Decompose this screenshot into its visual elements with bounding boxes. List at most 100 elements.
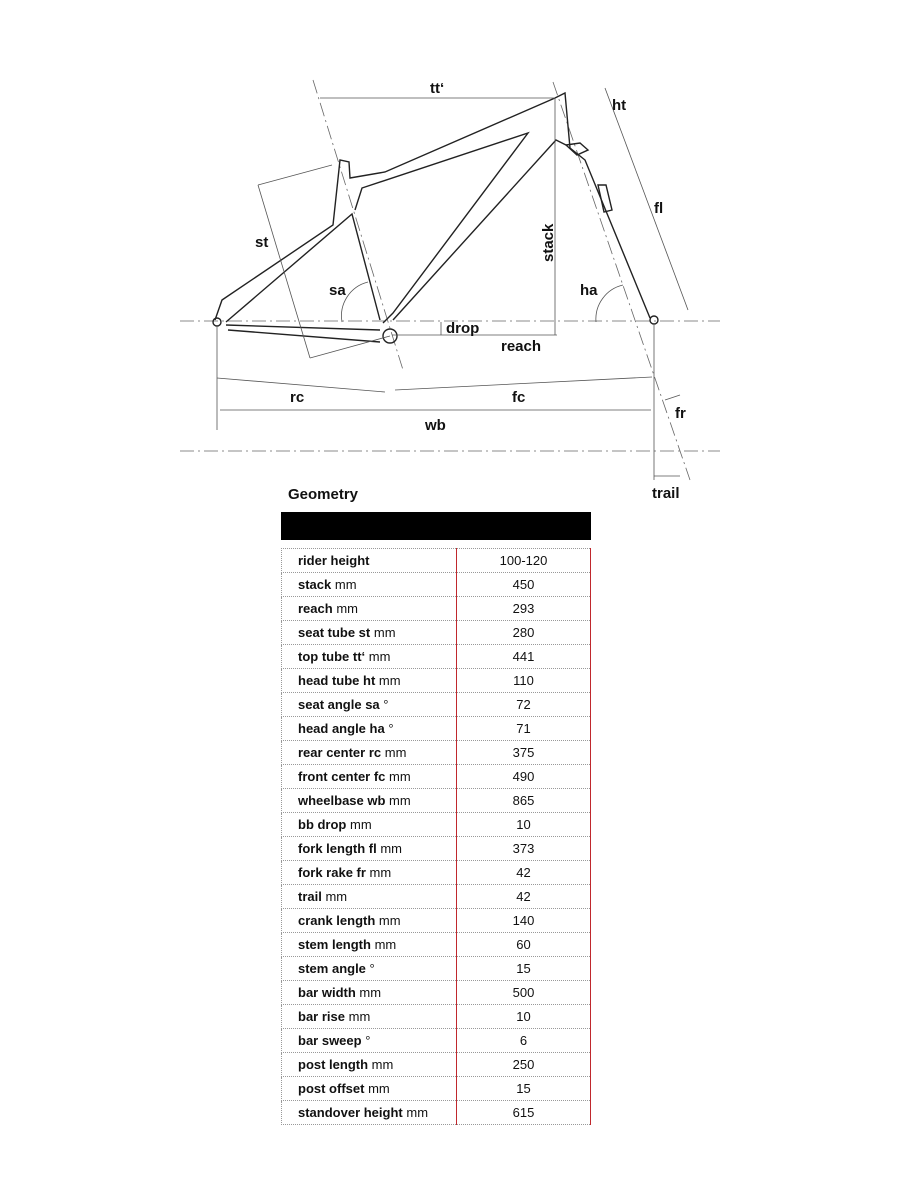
label-rc: rc [290, 389, 304, 406]
row-label: reach mm [281, 596, 457, 621]
row-value: 250 [456, 1052, 591, 1077]
row-label: seat angle sa ° [281, 692, 457, 717]
table-row: head angle ha ° 71 [281, 716, 591, 741]
row-name: rear center rc [298, 745, 382, 760]
row-name: crank length [298, 913, 376, 928]
row-unit: mm [348, 1009, 371, 1024]
table-row: seat angle sa ° 72 [281, 692, 591, 717]
row-value: 15 [456, 956, 591, 981]
row-name: seat tube st [298, 625, 371, 640]
row-unit: mm [350, 817, 372, 832]
row-name: bar width [298, 985, 356, 1000]
row-label: wheelbase wb mm [281, 788, 457, 813]
row-unit: mm [374, 937, 397, 952]
table-row: head tube ht mm 110 [281, 668, 591, 693]
table-row: reach mm 293 [281, 596, 591, 621]
row-name: stem angle [298, 961, 366, 976]
row-value: 441 [456, 644, 591, 669]
row-value: 865 [456, 788, 591, 813]
row-label: post offset mm [281, 1076, 457, 1101]
row-label: front center fc mm [281, 764, 457, 789]
row-name: head tube ht [298, 673, 376, 688]
row-name: bar rise [298, 1009, 345, 1024]
row-unit: mm [369, 865, 392, 880]
row-value: 72 [456, 692, 591, 717]
row-name: stem length [298, 937, 371, 952]
label-fc: fc [512, 389, 525, 406]
table-row: crank length mm 140 [281, 908, 591, 933]
row-unit: mm [384, 745, 407, 760]
row-unit: mm [378, 673, 401, 688]
table-row: wheelbase wb mm 865 [281, 788, 591, 813]
row-value: 10 [456, 812, 591, 837]
row-name: head angle ha [298, 721, 385, 736]
label-wb: wb [424, 417, 446, 434]
row-unit: mm [378, 913, 401, 928]
row-value: 450 [456, 572, 591, 597]
row-unit: mm [389, 793, 411, 808]
row-value: 500 [456, 980, 591, 1005]
row-label: post length mm [281, 1052, 457, 1077]
row-value: 10 [456, 1004, 591, 1029]
table-row: stack mm 450 [281, 572, 591, 597]
bike-frame [212, 91, 659, 344]
table-row: bb drop mm 10 [281, 812, 591, 837]
row-label: stem angle ° [281, 956, 457, 981]
row-label: rear center rc mm [281, 740, 457, 765]
row-name: fork rake fr [298, 865, 366, 880]
label-stack: stack [540, 223, 557, 262]
row-name: standover height [298, 1105, 403, 1120]
geometry-table: rider height 100-120 stack mm 450 reach mm 2… [281, 548, 591, 1125]
label-fl: fl [654, 200, 663, 217]
table-row: post length mm 250 [281, 1052, 591, 1077]
table-row: trail mm 42 [281, 884, 591, 909]
row-value: 490 [456, 764, 591, 789]
label-fr: fr [675, 405, 686, 422]
label-st: st [255, 234, 268, 251]
row-name: front center fc [298, 769, 386, 784]
row-name: trail [298, 889, 322, 904]
row-unit: mm [406, 1105, 429, 1120]
table-header-bar [281, 512, 591, 540]
row-label: fork rake fr mm [281, 860, 457, 885]
row-label: head tube ht mm [281, 668, 457, 693]
row-label: bb drop mm [281, 812, 457, 837]
dimension-lines [216, 87, 689, 480]
row-name: stack [298, 577, 332, 592]
table-row: stem length mm 60 [281, 932, 591, 957]
table-row: fork length fl mm 373 [281, 836, 591, 861]
row-label: bar width mm [281, 980, 457, 1005]
label-trail: trail [652, 485, 680, 502]
row-name: bb drop [298, 817, 347, 832]
row-unit: mm [389, 769, 411, 784]
table-row: top tube tt‘ mm 441 [281, 644, 591, 669]
table-row: standover height mm 615 [281, 1100, 591, 1125]
row-label: stack mm [281, 572, 457, 597]
row-label: fork length fl mm [281, 836, 457, 861]
row-value: 42 [456, 860, 591, 885]
label-reach: reach [501, 338, 541, 355]
table-row: fork rake fr mm 42 [281, 860, 591, 885]
row-name: bar sweep [298, 1033, 362, 1048]
row-unit: mm [380, 841, 403, 856]
row-name: post length [298, 1057, 369, 1072]
row-value: 6 [456, 1028, 591, 1053]
row-unit: ° [388, 721, 394, 736]
label-drop: drop [446, 320, 479, 337]
row-unit: ° [383, 697, 389, 712]
table-row: seat tube st mm 280 [281, 620, 591, 645]
row-value: 373 [456, 836, 591, 861]
row-value: 42 [456, 884, 591, 909]
row-value: 615 [456, 1100, 591, 1125]
table-row: bar width mm 500 [281, 980, 591, 1005]
row-label: top tube tt‘ mm [281, 644, 457, 669]
row-value: 280 [456, 620, 591, 645]
row-label: bar rise mm [281, 1004, 457, 1029]
reference-lines [180, 79, 720, 481]
table-row: bar sweep ° 6 [281, 1028, 591, 1053]
row-label: crank length mm [281, 908, 457, 933]
row-name: seat angle sa [298, 697, 380, 712]
table-row: post offset mm 15 [281, 1076, 591, 1101]
table-row: rider height 100-120 [281, 548, 591, 573]
row-name: fork length fl [298, 841, 377, 856]
